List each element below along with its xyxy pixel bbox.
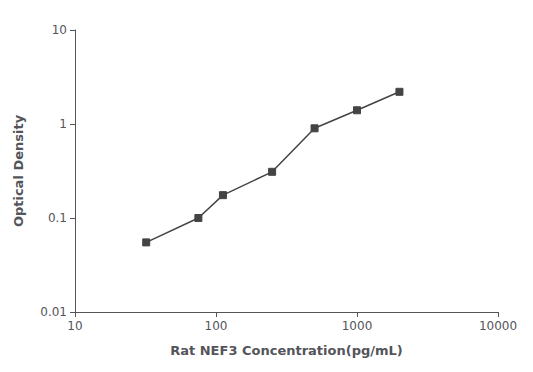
svg-text:100: 100 [205, 319, 228, 333]
svg-text:1: 1 [59, 117, 67, 131]
svg-text:1000: 1000 [342, 319, 373, 333]
svg-text:10: 10 [67, 319, 82, 333]
svg-text:0.01: 0.01 [40, 305, 67, 319]
svg-text:0.1: 0.1 [48, 211, 67, 225]
svg-text:Optical Density: Optical Density [11, 114, 26, 227]
svg-text:10000: 10000 [479, 319, 517, 333]
svg-text:10: 10 [52, 23, 67, 37]
svg-text:Rat NEF3 Concentration(pg/mL): Rat NEF3 Concentration(pg/mL) [170, 343, 403, 358]
